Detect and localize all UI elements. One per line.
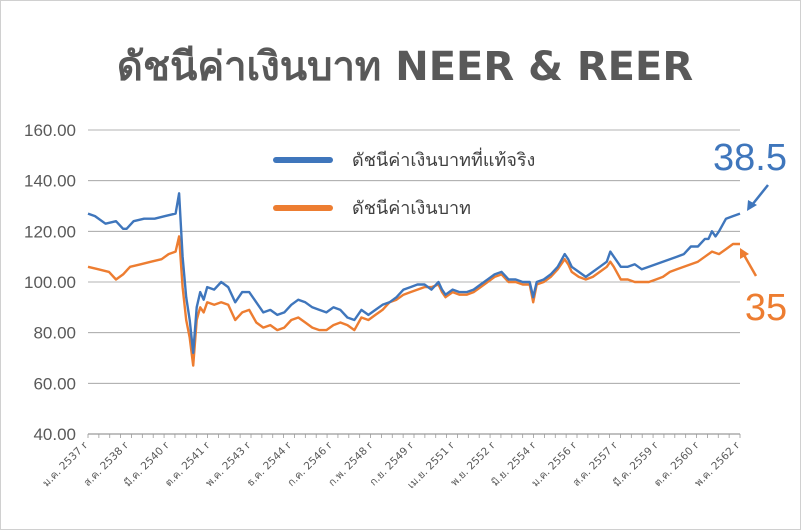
y-axis-ticks: 160.00 140.00 120.00 100.00 80.00 60.00 40.00: [24, 121, 76, 444]
legend-label-real: ดัชนีค่าเงินบาทที่แท้จริง: [352, 147, 535, 171]
series-line-1: [87, 235, 740, 367]
annotation-arrowhead-real: [747, 200, 757, 211]
y-tick-label-0: 160.00: [24, 121, 76, 140]
y-tick-label-4: 80.00: [33, 324, 76, 343]
legend-label-nominal: ดัชนีค่าเงินบาท: [352, 198, 471, 219]
series-group: [87, 192, 741, 367]
annotation-arrowhead-nominal: [740, 248, 749, 259]
y-tick-label-3: 100.00: [24, 273, 76, 292]
y-tick-label-6: 40.00: [33, 425, 76, 444]
annotation-arrow-real: [751, 184, 769, 206]
series-line-0: [87, 192, 741, 355]
x-axis-ticks: ม.ค. 2537 rส.ค. 2538 rมี.ค. 2540 rต.ค. 2…: [40, 438, 742, 491]
y-tick-label-5: 60.00: [33, 374, 76, 393]
annotation-arrow-nominal: [742, 254, 758, 277]
annotation-nominal-change: 35: [745, 287, 787, 329]
chart-title: ดัชนีค่าเงินบาท NEER & REER: [117, 44, 693, 90]
annotation-real-change: 38.5: [713, 137, 787, 179]
y-tick-label-1: 140.00: [24, 172, 76, 191]
annotations: 38.5 35: [713, 137, 787, 329]
legend: ดัชนีค่าเงินบาทที่แท้จริง ดัชนีค่าเงินบา…: [273, 147, 535, 219]
y-tick-label-2: 120.00: [24, 222, 76, 241]
